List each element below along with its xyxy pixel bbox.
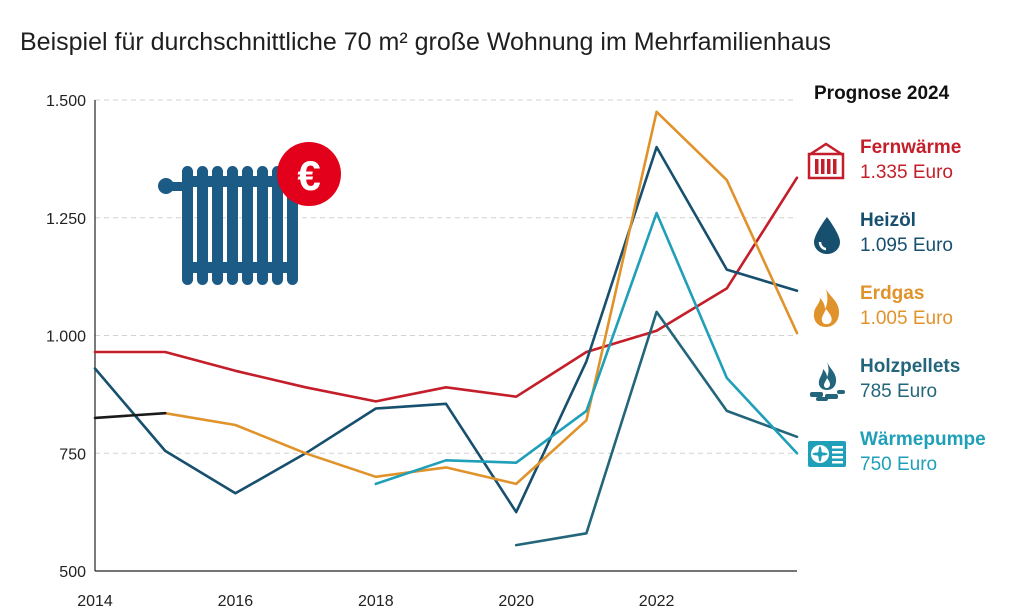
radiator-pipe [170, 182, 184, 191]
legend-name: Wärmepumpe [860, 429, 986, 450]
heat-pump-icon [808, 441, 846, 467]
radiator-fin [182, 166, 193, 285]
chart-title: Beispiel für durchschnittliche 70 m² gro… [20, 28, 832, 56]
y-tick-label: 500 [59, 564, 86, 581]
radiator-fin [257, 166, 268, 285]
legend-name: Erdgas [860, 283, 925, 304]
legend-item-erdgas: Erdgas 1.005 Euro [806, 283, 1016, 335]
radiator-fin [197, 166, 208, 285]
y-tick-label: 1.250 [46, 211, 86, 228]
series-line-waermepumpe [374, 211, 799, 486]
legend-name: Holzpellets [860, 356, 961, 377]
series-line-holzpellets [514, 310, 799, 547]
y-tick-label: 1.000 [46, 329, 86, 346]
x-tick-label: 2016 [218, 593, 254, 609]
x-tick-label: 2014 [77, 593, 113, 609]
radiator-fin [227, 166, 238, 285]
legend-value: 785 Euro [860, 381, 938, 402]
legend-item-waermepumpe: Wärmepumpe 750 Euro [806, 429, 1016, 481]
legend-value: 1.335 Euro [860, 162, 953, 183]
legend-value: 1.005 Euro [860, 308, 953, 329]
x-tick-label: 2020 [498, 593, 534, 609]
euro-symbol: € [297, 152, 320, 199]
legend-name: Heizöl [860, 210, 916, 231]
legend-heading: Prognose 2024 [814, 83, 950, 104]
y-tick-label: 1.500 [46, 93, 86, 110]
radiator-heat-icon [807, 142, 845, 180]
radiator-fin [242, 166, 253, 285]
wood-fire-icon [810, 362, 845, 401]
y-tick-labels: 500 750 1.000 1.250 1.500 [46, 93, 86, 581]
series-line-fernwaerme [93, 176, 799, 403]
radiator-bar [182, 176, 298, 187]
gas-flame-icon [813, 289, 840, 327]
legend-item-heizoel: Heizöl 1.095 Euro [806, 210, 1016, 262]
series-line-erdgas [163, 110, 799, 486]
radiator-fin [272, 166, 283, 285]
oil-drop-icon [814, 217, 840, 254]
radiator-euro-icon: € [158, 142, 341, 285]
legend-value: 1.095 Euro [860, 235, 953, 256]
y-tick-label: 750 [59, 446, 86, 463]
series-line-heizoel [93, 145, 799, 514]
legend-name: Fernwärme [860, 137, 962, 158]
legend-item-holzpellets: Holzpellets 785 Euro [806, 356, 1016, 408]
series-line-unlabelled [93, 411, 167, 420]
x-tick-label: 2018 [358, 593, 394, 609]
legend-value: 750 Euro [860, 454, 938, 475]
data-series [93, 110, 799, 547]
x-tick-label: 2022 [639, 593, 675, 609]
radiator-bar [182, 262, 298, 273]
legend-item-fernwaerme: Fernwärme 1.335 Euro [806, 137, 1016, 189]
radiator-fin [212, 166, 223, 285]
axes [94, 100, 797, 572]
x-tick-labels: 2014 2016 2018 2020 2022 [77, 593, 674, 609]
euro-badge [277, 142, 341, 206]
